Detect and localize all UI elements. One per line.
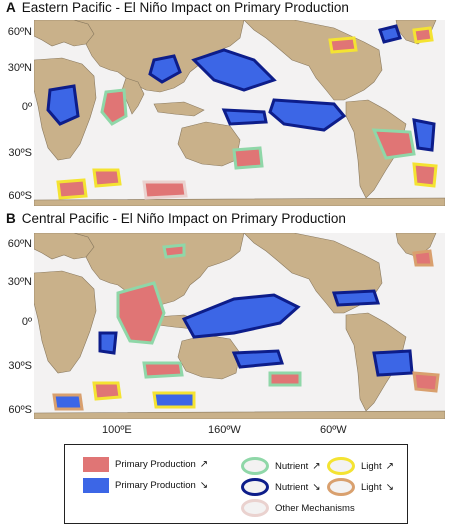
legend-light-decrease-label: Light	[361, 481, 382, 493]
arrow-down-icon: ↘	[312, 481, 321, 493]
swatch-pp-decrease	[83, 478, 109, 493]
lon-label-160w: 160ºW	[208, 424, 241, 436]
lat-label-30s-b: 30ºS	[8, 360, 32, 372]
lat-label-30s-a: 30ºS	[8, 147, 32, 159]
legend-light-increase: Light ↗	[327, 457, 394, 475]
swatch-light-decrease	[327, 478, 355, 496]
legend-nutrient-increase: Nutrient ↗	[241, 457, 321, 475]
legend-nutrient-decrease-label: Nutrient	[275, 481, 309, 493]
lat-label-30n-b: 30ºN	[7, 276, 32, 288]
panel-a-letter: A	[6, 0, 16, 15]
legend-pp-increase-label: Primary Production	[115, 459, 196, 470]
swatch-light-increase	[327, 457, 355, 475]
arrow-up-icon: ↗	[385, 460, 394, 472]
lat-label-60s-b: 60ºS	[8, 404, 32, 416]
swatch-nutrient-increase	[241, 457, 269, 475]
swatch-pp-increase	[83, 457, 109, 472]
panel-b-title: B Central Pacific - El Niño Impact on Pri…	[6, 211, 346, 226]
legend-light-decrease: Light ↘	[327, 478, 394, 496]
legend: Primary Production ↗ Primary Production …	[64, 444, 408, 524]
lat-label-60s-a: 60ºS	[8, 190, 32, 202]
panel-a-title-text: Eastern Pacific - El Niño Impact on Prim…	[21, 0, 349, 15]
lat-label-0-b: 0º	[21, 316, 32, 328]
legend-pp-decrease: Primary Production ↘	[83, 478, 208, 493]
panel-a-title: A Eastern Pacific - El Niño Impact on Pri…	[6, 0, 349, 15]
lat-label-30n-a: 30ºN	[7, 62, 32, 74]
legend-other-mechanisms: Other Mechanisms	[241, 499, 355, 517]
legend-light-increase-label: Light	[361, 460, 382, 472]
arrow-down-icon: ↘	[199, 480, 209, 491]
lat-label-60n-a: 60ºN	[7, 26, 32, 38]
panel-b-title-text: Central Pacific - El Niño Impact on Prim…	[21, 211, 346, 226]
legend-pp-decrease-label: Primary Production	[115, 480, 196, 491]
impact-regions-b	[52, 243, 440, 411]
arrow-down-icon: ↘	[385, 481, 394, 493]
legend-other-label: Other Mechanisms	[275, 502, 355, 514]
swatch-other-mechanisms	[241, 499, 269, 517]
legend-nutrient-decrease: Nutrient ↘	[241, 478, 321, 496]
impact-regions-a	[46, 24, 438, 200]
arrow-up-icon: ↗	[312, 460, 321, 472]
lat-label-60n-b: 60ºN	[7, 238, 32, 250]
map-eastern-pacific	[34, 20, 445, 206]
swatch-nutrient-decrease	[241, 478, 269, 496]
map-central-pacific	[34, 233, 445, 419]
lon-label-60w: 60ºW	[320, 424, 347, 436]
panel-b-letter: B	[6, 211, 16, 226]
legend-pp-increase: Primary Production ↗	[83, 457, 208, 472]
arrow-up-icon: ↗	[199, 459, 209, 470]
lon-label-100e: 100ºE	[102, 424, 132, 436]
legend-nutrient-increase-label: Nutrient	[275, 460, 309, 472]
lat-label-0-a: 0º	[21, 101, 32, 113]
